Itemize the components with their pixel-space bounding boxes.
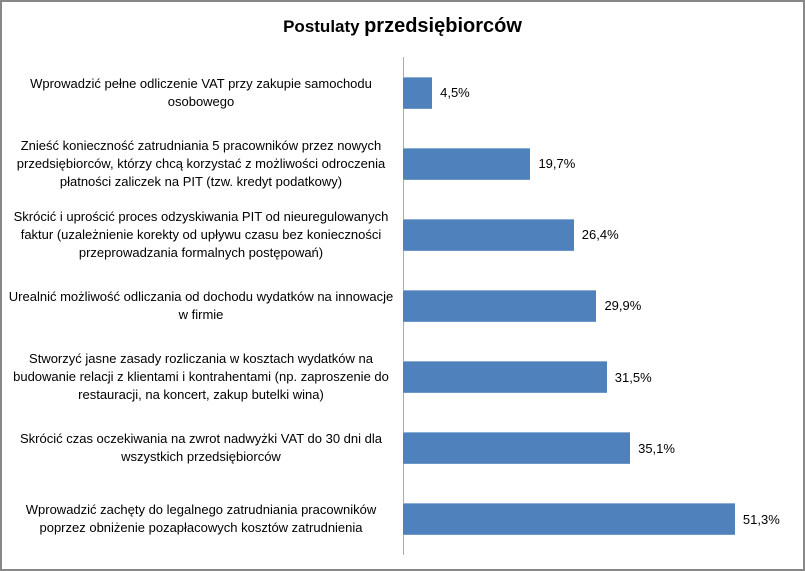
category-label: Znieść konieczność zatrudniania 5 pracow…	[16, 137, 386, 189]
category-label: Stworzyć jasne zasady rozliczania w kosz…	[13, 351, 389, 403]
value-label: 19,7%	[538, 156, 576, 172]
chart-row: Stworzyć jasne zasady rozliczania w kosz…	[2, 342, 799, 413]
value-label: 31,5%	[614, 369, 652, 385]
value-label: 51,3%	[742, 511, 780, 527]
bar-cell: 35,1%	[403, 432, 799, 465]
plot-area: Wprowadzić pełne odliczenie VAT przy zak…	[2, 57, 799, 555]
chart-row: Wprowadzić zachęty do legalnego zatrudni…	[2, 484, 799, 555]
chart-row: Skrócić czas oczekiwania na zwrot nadwyż…	[2, 413, 799, 484]
chart-row: Urealnić możliwość odliczania od dochodu…	[2, 270, 799, 341]
bar-cell: 31,5%	[403, 361, 799, 394]
bar-cell: 51,3%	[403, 503, 799, 536]
category-label: Skrócić czas oczekiwania na zwrot nadwyż…	[19, 431, 382, 465]
chart-title-part2: przedsiębiorców	[364, 15, 522, 37]
bar-cell: 19,7%	[403, 147, 799, 180]
bar-cell: 26,4%	[403, 218, 799, 251]
category-label: Skrócić i uprościć proces odzyskiwania P…	[13, 208, 389, 260]
value-label: 26,4%	[581, 227, 619, 243]
bar	[403, 289, 597, 322]
bar	[403, 432, 631, 465]
chart-row: Znieść konieczność zatrudniania 5 pracow…	[2, 128, 799, 199]
category-label: Urealnić możliwość odliczania od dochodu…	[8, 289, 394, 322]
bar	[403, 361, 607, 394]
bar	[403, 503, 735, 536]
category-label: Wprowadzić zachęty do legalnego zatrudni…	[25, 502, 377, 536]
value-label: 4,5%	[440, 85, 470, 101]
value-label: 35,1%	[638, 440, 675, 456]
chart-row: Skrócić i uprościć proces odzyskiwania P…	[2, 199, 799, 270]
bar	[403, 76, 433, 109]
category-label: Wprowadzić pełne odliczenie VAT przy zak…	[30, 75, 372, 109]
bar-cell: 29,9%	[403, 289, 799, 322]
chart-title-part1: Postulaty	[283, 17, 360, 36]
bar-cell: 4,5%	[403, 76, 799, 109]
bar	[403, 147, 531, 180]
chart-title: Postulaty przedsiębiorców	[2, 2, 803, 57]
value-label: 29,9%	[604, 298, 642, 314]
chart-row: Wprowadzić pełne odliczenie VAT przy zak…	[2, 57, 799, 128]
bar	[403, 218, 574, 251]
